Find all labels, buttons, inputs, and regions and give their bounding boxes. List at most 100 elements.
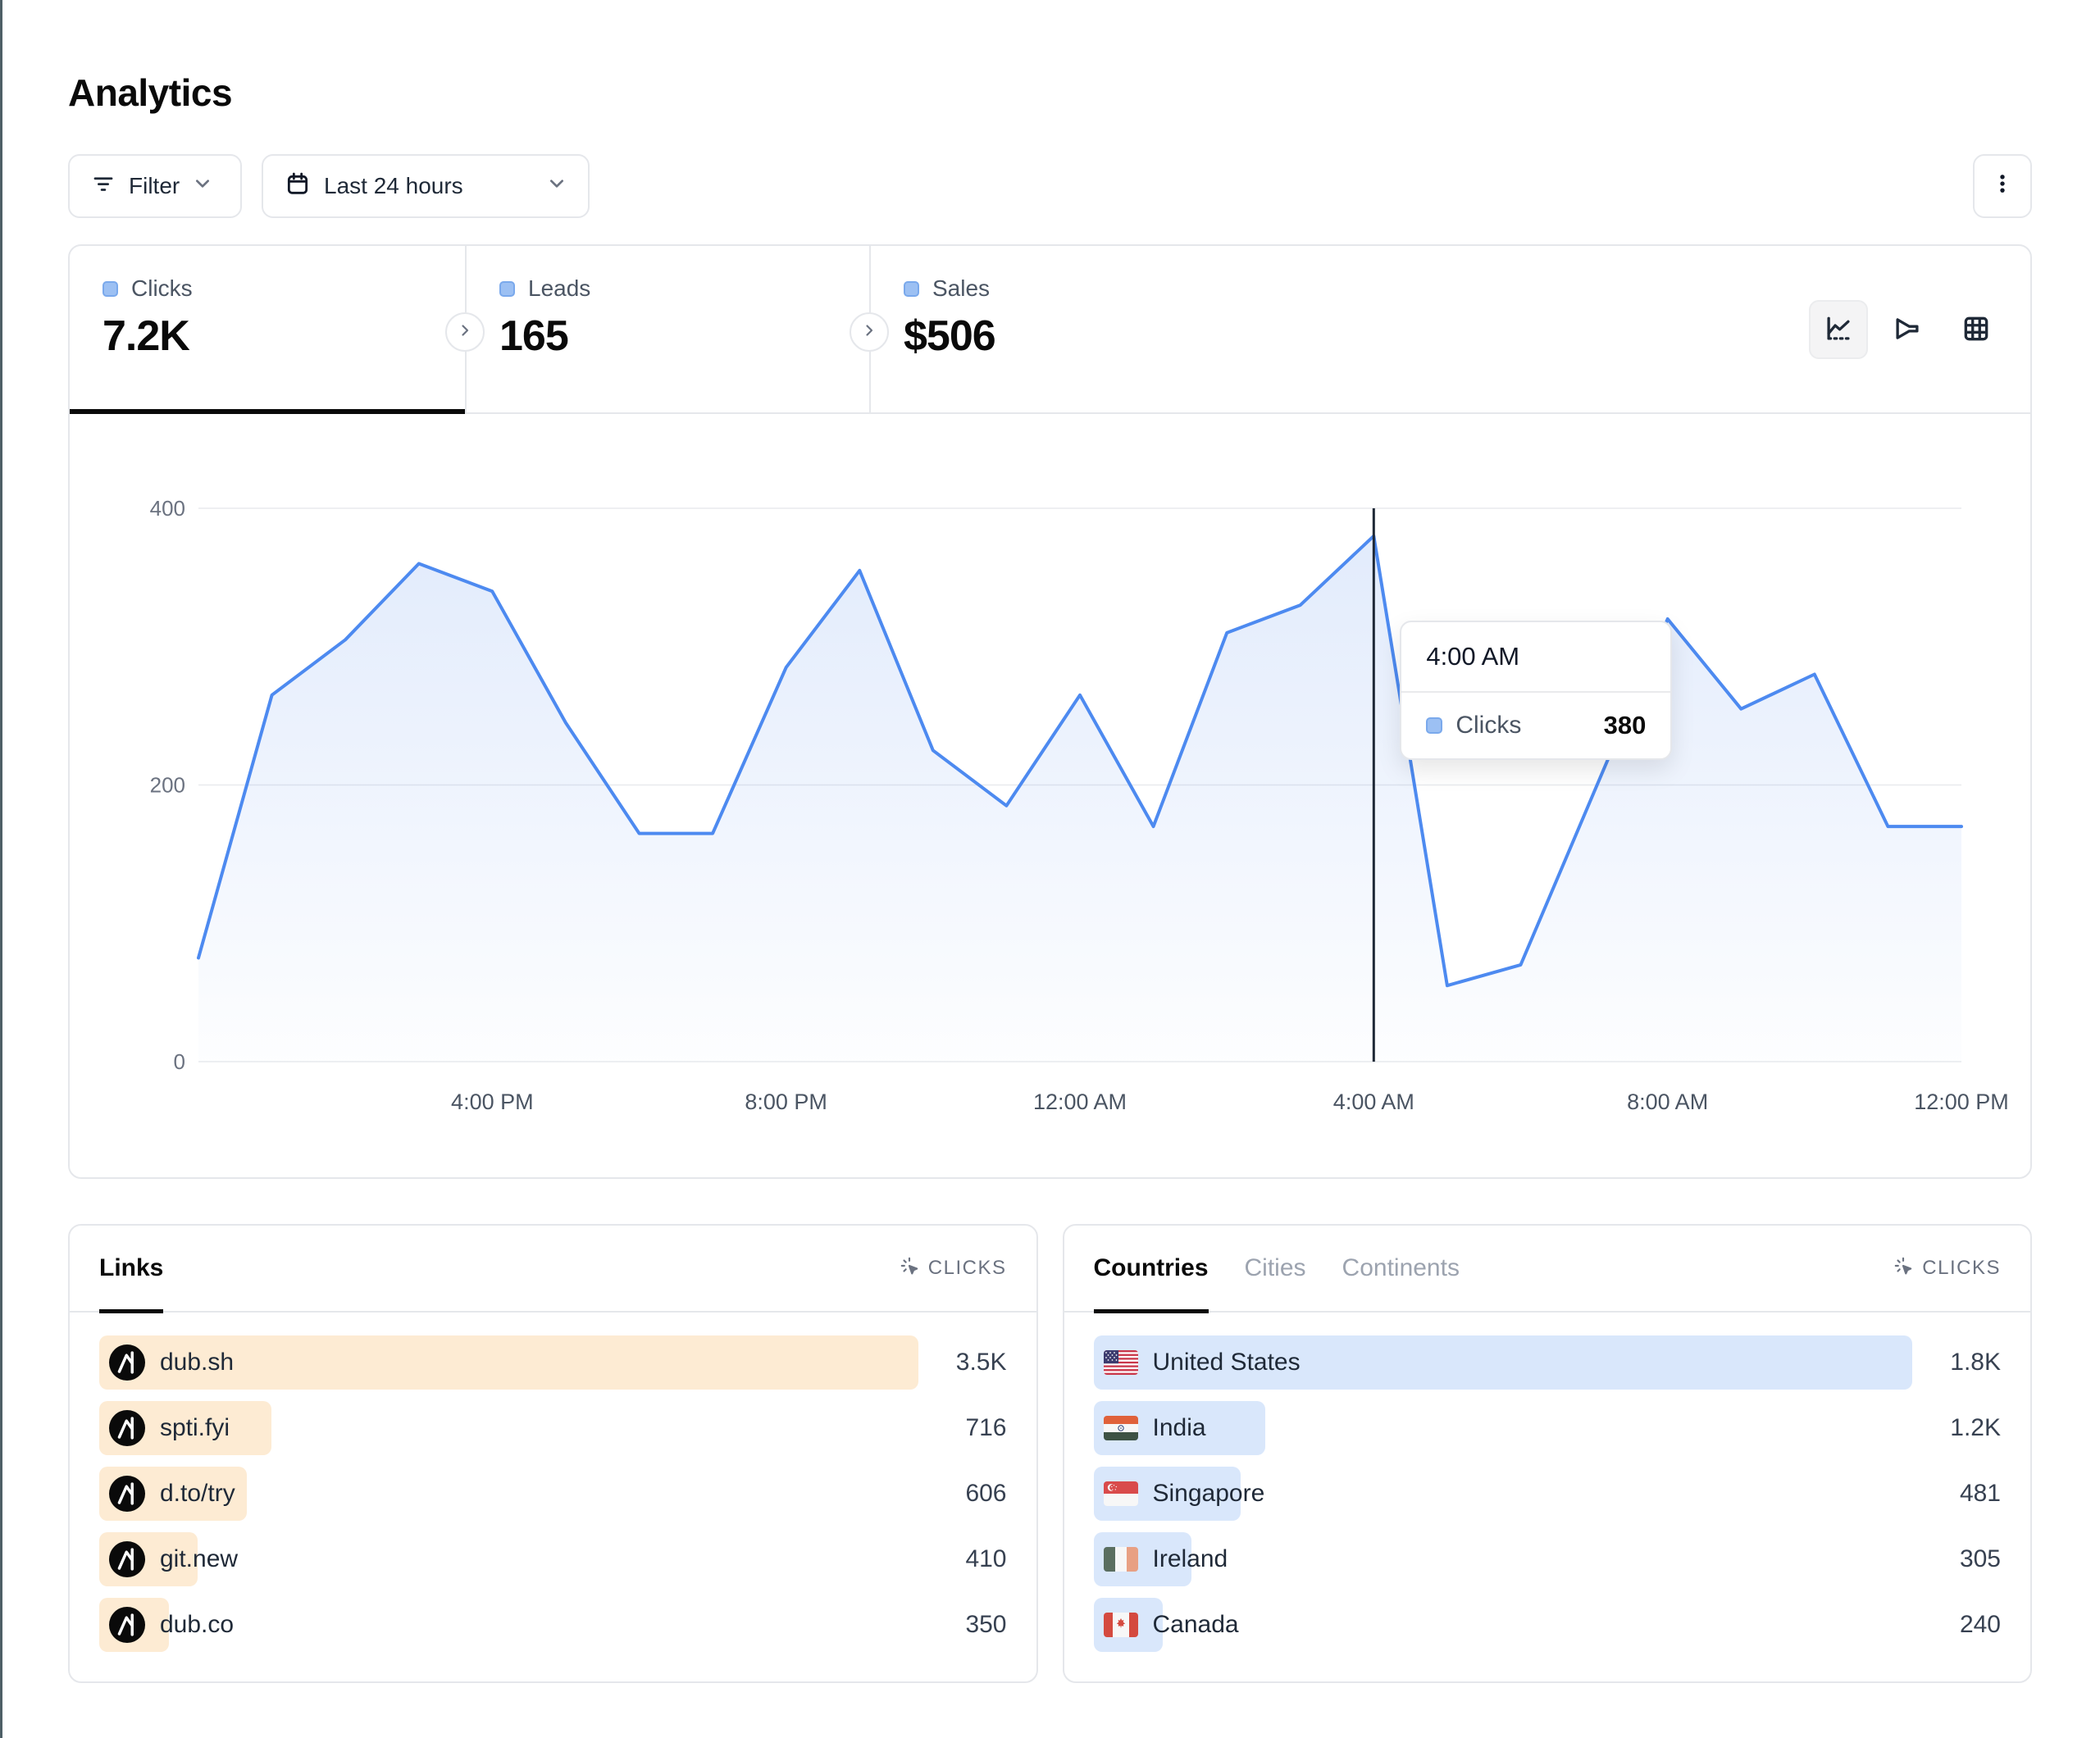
country-clicks-value: 1.8K [1950,1349,2001,1376]
svg-text:4:00 PM: 4:00 PM [451,1090,534,1114]
expand-clicks-button[interactable] [445,312,485,352]
dub-logo-icon [109,1410,145,1446]
table-grid-icon [1961,313,1992,347]
tab-links[interactable]: Links [99,1226,164,1313]
country-clicks-value: 1.2K [1950,1414,2001,1441]
flag-india-icon [1103,1416,1138,1440]
country-label: Singapore [1152,1480,1265,1507]
active-tab-underline [70,409,465,414]
tooltip-value: 380 [1603,711,1647,739]
link-label: dub.co [160,1611,235,1638]
svg-text:12:00 AM: 12:00 AM [1033,1090,1127,1114]
links-metric-label: CLICKS [927,1257,1007,1279]
svg-text:200: 200 [150,773,185,798]
leads-label: Leads [528,275,591,301]
geo-metric-label: CLICKS [1922,1257,2001,1279]
date-range-button[interactable]: Last 24 hours [262,154,590,218]
tab-clicks[interactable]: Clicks 7.2K [70,246,465,412]
clicks-marker-icon [102,280,118,297]
country-label: Canada [1152,1611,1239,1638]
toolbar: Filter Last 24 hours [68,154,2032,218]
cursor-click-icon [1893,1255,1914,1282]
clicks-bar [99,1335,918,1390]
table-view-button[interactable] [1947,300,2006,359]
calendar-icon [285,171,311,202]
chart-view-switcher [1809,300,2006,359]
clicks-label: Clicks [131,275,193,301]
filter-lines-icon [91,171,116,202]
date-range-label: Last 24 hours [324,173,463,198]
chart-canvas: 0 200 400 4:00 PM 8:00 PM 12:00 AM 4:00 AM 8:0… [150,496,2009,1114]
link-clicks-value: 410 [965,1545,1007,1572]
chart-tooltip: 4:00 AM Clicks 380 [1400,621,1673,760]
links-panel: Links CLICKS [68,1224,1038,1683]
funnel-chart-icon [1892,313,1923,347]
sales-value: $506 [904,312,996,360]
links-list: dub.sh 3.5K spti.fyi 716 [70,1313,1036,1652]
link-row-git-new[interactable]: git.new 410 [99,1532,1007,1586]
chevron-right-icon [862,323,877,342]
country-row-ireland[interactable]: Ireland 305 [1093,1532,2001,1586]
sales-marker-icon [904,280,919,297]
dub-logo-icon [109,1541,145,1577]
link-clicks-value: 606 [965,1480,1007,1507]
geo-panel: Countries Cities Continents CLICKS [1062,1224,2032,1683]
leads-value: 165 [499,312,569,360]
cursor-click-icon [899,1255,920,1282]
line-chart-view-button[interactable] [1809,300,1868,359]
chevron-right-icon [458,323,472,342]
dub-logo-icon [109,1607,145,1643]
country-row-united-states[interactable]: United States 1.8K [1093,1335,2001,1390]
kebab-menu-icon [1991,172,2014,201]
x-axis-labels: 4:00 PM 8:00 PM 12:00 AM 4:00 AM 8:00 AM 12:0… [451,1090,2009,1114]
flag-ireland-icon [1103,1547,1138,1572]
dub-logo-icon [109,1344,145,1381]
link-clicks-value: 350 [965,1611,1007,1638]
geo-metric-selector[interactable]: CLICKS [1893,1255,2001,1282]
tab-cities[interactable]: Cities [1244,1254,1306,1281]
svg-text:0: 0 [174,1049,185,1074]
country-row-canada[interactable]: Canada 240 [1093,1598,2001,1652]
tab-countries[interactable]: Countries [1093,1226,1209,1313]
tab-continents[interactable]: Continents [1342,1254,1460,1281]
clicks-time-series-chart[interactable]: 0 200 400 4:00 PM 8:00 PM 12:00 AM 4:00 AM 8:0… [70,414,2030,1135]
link-row-dub-sh[interactable]: dub.sh 3.5K [99,1335,1007,1390]
more-menu-button[interactable] [1973,154,2032,218]
clicks-marker-icon [1426,717,1443,734]
link-label: dub.sh [160,1349,235,1376]
funnel-chart-view-button[interactable] [1878,300,1937,359]
link-row-dub-co[interactable]: dub.co 350 [99,1598,1007,1652]
bottom-panels: Links CLICKS [68,1224,2032,1683]
links-metric-selector[interactable]: CLICKS [899,1255,1007,1282]
filter-button[interactable]: Filter [68,154,242,218]
country-label: United States [1152,1349,1301,1376]
dub-logo-icon [109,1476,145,1512]
leads-marker-icon [499,280,515,297]
expand-leads-button[interactable] [850,312,889,352]
link-row-spti-fyi[interactable]: spti.fyi 716 [99,1401,1007,1455]
svg-text:4:00 AM: 4:00 AM [1333,1090,1414,1114]
country-label: Ireland [1152,1545,1228,1572]
tooltip-time: 4:00 AM [1401,622,1671,693]
page-title: Analytics [68,71,233,114]
line-chart-icon [1823,313,1854,347]
area-fill [198,535,1961,1062]
tab-leads[interactable]: Leads 165 [465,246,869,412]
flag-canada-icon [1103,1613,1138,1637]
stats-row: Clicks 7.2K Leads 165 Sales $506 [70,246,2030,414]
chevron-down-icon [193,173,212,199]
flag-singapore-icon [1103,1481,1138,1506]
country-row-singapore[interactable]: Singapore 481 [1093,1467,2001,1521]
link-clicks-value: 3.5K [955,1349,1007,1376]
flag-united-states-icon [1103,1350,1138,1375]
chevron-down-icon [547,173,567,199]
country-row-india[interactable]: India 1.2K [1093,1401,2001,1455]
country-label: India [1152,1414,1206,1441]
tooltip-series-label: Clicks [1455,712,1522,739]
link-label: git.new [160,1545,239,1572]
link-row-d-to-try[interactable]: d.to/try 606 [99,1467,1007,1521]
sales-label: Sales [932,275,991,301]
svg-text:400: 400 [150,496,185,521]
svg-text:8:00 PM: 8:00 PM [745,1090,827,1114]
